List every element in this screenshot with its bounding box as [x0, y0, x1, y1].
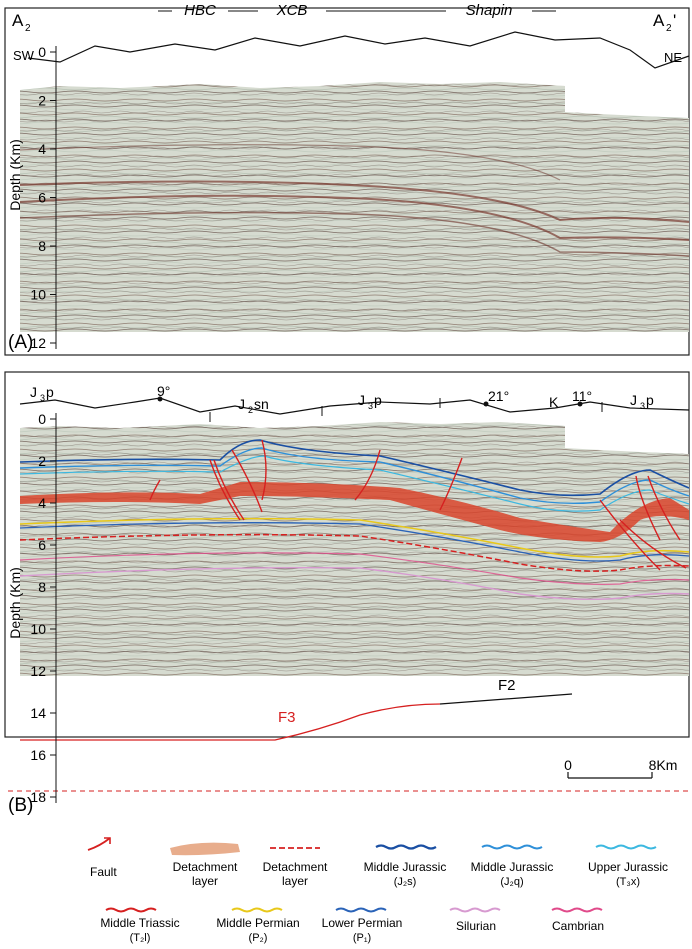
y-axis-title-b: Depth (Km)	[7, 567, 23, 639]
y-tick-label: 14	[30, 705, 46, 721]
surface-unit-2: J	[238, 396, 245, 412]
horizon-silurian	[19, 566, 690, 601]
legend-fault-label: Fault	[90, 865, 117, 879]
section-end-prime: '	[673, 11, 676, 30]
scale-end: 8Km	[649, 757, 678, 773]
legend-j2q-symbol	[481, 844, 543, 850]
y-tick-label: 4	[38, 495, 46, 511]
y-tick-label: 6	[38, 190, 46, 206]
fault-f2-label: F2	[498, 677, 516, 694]
legend-p1-symbol	[335, 907, 387, 913]
dip-angle-1: 9°	[157, 383, 170, 399]
panel-a: HBC XCB Shapin A 2 A 2 ' SW NE Depth (Km…	[4, 2, 690, 356]
legend: Fault Detachment layer Detachment layer Mi…	[87, 837, 668, 944]
legend-fault-symbol	[87, 837, 111, 851]
svg-text:2: 2	[248, 405, 253, 415]
y-tick-label: 4	[38, 141, 46, 157]
svg-text:3: 3	[368, 401, 373, 411]
legend-cambrian-symbol	[551, 907, 603, 913]
legend-t3x-sub: (T₃x)	[616, 876, 640, 888]
legend-p2-sub: (P₂)	[249, 932, 268, 944]
region-label-xcb: XCB	[276, 2, 308, 19]
legend-j2s-symbol	[375, 844, 437, 850]
surface-unit-5: J	[630, 392, 637, 408]
svg-text:3: 3	[640, 401, 645, 411]
fault-f3-label: F3	[278, 709, 296, 726]
topography-line-a	[27, 31, 690, 69]
y-tick-label: 10	[30, 287, 46, 303]
section-start-label: A	[12, 11, 24, 30]
region-label-hbc: HBC	[184, 2, 216, 19]
section-start-sub: 2	[25, 23, 31, 34]
legend-detachment-band-symbol	[170, 842, 240, 856]
horizon-j2q	[19, 447, 690, 505]
y-tick-label: 12	[30, 663, 46, 679]
horizon-t3x	[19, 455, 690, 512]
legend-detachment-line-label: Detachment layer	[263, 860, 328, 888]
y-tick-label: 0	[38, 411, 46, 427]
legend-t3x-symbol	[595, 844, 657, 850]
legend-t3x-label: Upper Jurassic	[588, 860, 668, 874]
y-axis-a: 0 2 4 6 8 10 12	[30, 44, 57, 351]
fault-lines	[149, 439, 687, 571]
legend-t2l-symbol	[105, 907, 157, 913]
legend-p2-symbol	[231, 907, 283, 913]
legend-p1-sub: (P₁)	[353, 932, 371, 944]
legend-j2q-sub: (J₂q)	[500, 876, 523, 888]
y-tick-label: 8	[38, 579, 46, 595]
legend-t2l-label: Middle Triassic	[100, 916, 179, 930]
y-tick-label: 18	[30, 789, 46, 805]
y-tick-label: 6	[38, 537, 46, 553]
legend-j2q-label: Middle Jurassic	[471, 860, 554, 874]
svg-text:p: p	[374, 392, 382, 408]
horizon-p1	[19, 522, 690, 562]
fault-f2-trace	[439, 693, 573, 705]
horizon-cambrian	[19, 552, 690, 585]
scale-bar	[567, 772, 653, 779]
legend-p1-label: Lower Permian	[322, 916, 403, 930]
section-end-sub: 2	[666, 23, 672, 34]
horizon-j2s	[19, 439, 690, 497]
y-tick-label: 0	[38, 44, 46, 60]
y-tick-label: 2	[38, 93, 46, 109]
fault-f3-trace	[20, 703, 441, 741]
svg-text:sn: sn	[254, 396, 269, 412]
horizon-p2	[19, 517, 690, 558]
legend-silurian-label: Silurian	[456, 919, 496, 933]
direction-sw: SW	[13, 48, 35, 63]
legend-j2s-label: Middle Jurassic	[364, 860, 447, 874]
legend-silurian-symbol	[449, 907, 501, 913]
svg-text:3: 3	[40, 393, 45, 403]
y-axis-title-a: Depth (Km)	[7, 139, 23, 211]
surface-unit-1: J	[30, 384, 37, 400]
dip-angle-2: 21°	[488, 388, 509, 404]
y-tick-label: 12	[30, 335, 46, 351]
svg-text:p: p	[46, 384, 54, 400]
y-axis-b: 0 2 4 6 8 10 12 14 16 18	[30, 411, 57, 805]
detachment-band	[20, 482, 689, 542]
panel-a-label: (A)	[8, 332, 33, 353]
y-tick-label: 8	[38, 238, 46, 254]
legend-cambrian-label: Cambrian	[552, 919, 604, 933]
y-tick-label: 16	[30, 747, 46, 763]
y-tick-label: 10	[30, 621, 46, 637]
panel-b: J 3 p J 2 sn J 3 p K J 3 p 9° 21° 11° F2…	[4, 371, 690, 816]
surface-unit-4: K	[549, 394, 559, 410]
y-tick-label: 2	[38, 453, 46, 469]
panel-b-label: (B)	[8, 795, 33, 816]
legend-p2-label: Middle Permian	[216, 916, 299, 930]
svg-text:p: p	[646, 392, 654, 408]
legend-t2l-sub: (T₂l)	[130, 932, 151, 944]
surface-unit-3: J	[358, 392, 365, 408]
topography-line-b	[19, 397, 690, 415]
legend-detachment-band-label: Detachment layer	[173, 860, 238, 888]
region-label-shapin: Shapin	[466, 2, 513, 19]
detachment-line-dashed	[19, 533, 690, 572]
direction-ne: NE	[664, 50, 682, 65]
scale-start: 0	[564, 757, 572, 773]
section-end-label: A	[653, 11, 665, 30]
dip-angle-3: 11°	[572, 388, 592, 404]
legend-j2s-sub: (J₂s)	[394, 876, 417, 888]
